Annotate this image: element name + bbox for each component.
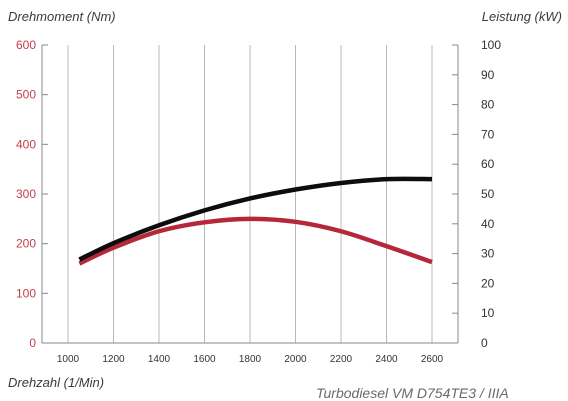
x-tick-label: 1400: [148, 354, 171, 365]
y-right-tick-label: 10: [481, 306, 495, 320]
x-tick-label: 2000: [284, 354, 307, 365]
y-right-tick-label: 100: [481, 38, 501, 52]
x-tick-label: 1200: [102, 354, 125, 365]
y-left-tick-label: 400: [16, 137, 36, 151]
x-tick-label: 1000: [57, 354, 80, 365]
y-right-tick-label: 0: [481, 336, 488, 350]
x-tick-label: 1600: [193, 354, 216, 365]
y-right-tick-label: 40: [481, 217, 495, 231]
x-tick-label: 2200: [330, 354, 353, 365]
power-curve: [78, 176, 433, 262]
y-left-tick-label: 100: [16, 286, 36, 300]
x-tick-label: 1800: [239, 354, 262, 365]
y-left-axis-label: Drehmoment (Nm): [8, 9, 116, 24]
y-right-tick-label: 30: [481, 247, 495, 261]
y-right-tick-label: 50: [481, 187, 495, 201]
engine-subtitle: Turbodiesel VM D754TE3 / IIIA: [316, 385, 509, 401]
y-left-tick-label: 500: [16, 88, 36, 102]
y-right-tick-label: 60: [481, 157, 495, 171]
y-left-tick-label: 200: [16, 237, 36, 251]
y-right-axis-label: Leistung (kW): [481, 9, 562, 24]
y-left-tick-label: 300: [16, 187, 36, 201]
y-right-tick-label: 90: [481, 68, 495, 82]
x-tick-label: 2600: [421, 354, 444, 365]
x-axis-label: Drehzahl (1/Min): [8, 375, 105, 390]
y-right-tick-label: 20: [481, 276, 495, 290]
y-left-tick-label: 0: [29, 336, 36, 350]
y-right-tick-label: 80: [481, 98, 495, 112]
x-tick-label: 2400: [375, 354, 398, 365]
y-right-tick-label: 70: [481, 127, 495, 141]
torque-curve: [78, 216, 433, 266]
y-left-tick-label: 600: [16, 38, 36, 52]
